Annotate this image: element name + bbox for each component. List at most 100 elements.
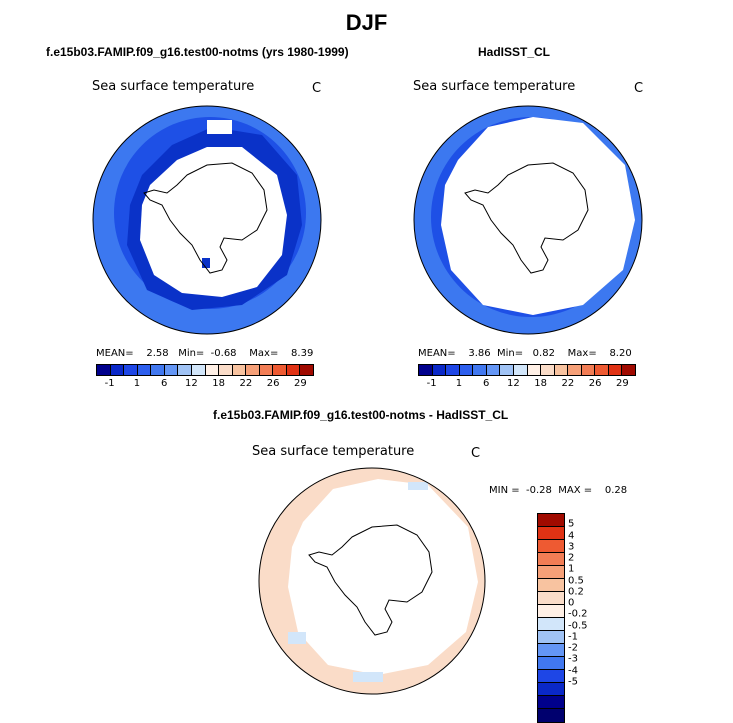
colorbar-diff-swatch	[538, 527, 564, 540]
colorbar-model-tick-label: 18	[212, 378, 225, 389]
ice-patch	[207, 120, 232, 134]
colorbar-diff	[537, 513, 565, 723]
colorbar-diff-tick-label: 0.5	[568, 575, 584, 586]
panel-title-obs: HadISST_CL	[478, 45, 551, 59]
antarctica-coastline	[143, 162, 268, 274]
polar-map-obs	[413, 105, 643, 335]
min-label: Min=	[178, 348, 205, 359]
colorbar-diff-swatch	[538, 553, 564, 566]
colorbar-obs-tick-label: 12	[507, 378, 520, 389]
stats-obs: MEAN= 3.86 Min= 0.82 Max= 8.20	[418, 348, 632, 359]
colorbar-obs	[418, 364, 636, 376]
colorbar-model-tick-label: -1	[104, 378, 115, 389]
colorbar-obs-tick-label: 1	[455, 378, 463, 389]
colorbar-obs-tick-label: -1	[426, 378, 437, 389]
panel-title-diff: f.e15b03.FAMIP.f09_g16.test00-notms - Ha…	[213, 408, 509, 422]
colorbar-diff-swatch	[538, 579, 564, 592]
field-label-model: Sea surface temperature	[92, 79, 255, 94]
colorbar-model-swatch	[232, 365, 247, 375]
mean-label: MEAN=	[96, 348, 134, 359]
colorbar-diff-swatch	[538, 644, 564, 657]
map-border	[92, 105, 322, 335]
colorbar-labels-diff: 5 4 3 2 1 0.5 0.2 0 -0.2 -0.5 -1 -2 -3 -4 -5	[568, 513, 608, 693]
ross-sea-patch	[202, 258, 210, 268]
colorbar-model-swatch	[286, 365, 301, 375]
colorbar-obs-swatch	[500, 365, 514, 375]
colorbar-diff-tick-label: -2	[568, 642, 578, 654]
polar-map-model	[92, 105, 322, 335]
min-label: Min=	[497, 348, 524, 359]
colorbar-model-tick-label: 22	[239, 378, 253, 389]
colorbar-model-swatch	[273, 365, 287, 375]
colorbar-obs-tick-label: 26	[588, 378, 602, 389]
max-label: Max=	[249, 348, 279, 359]
colorbar-obs-swatch	[541, 365, 555, 375]
ice-free-area	[441, 117, 635, 315]
colorbar-obs-swatch	[459, 365, 474, 375]
colorbar-model-swatch	[110, 365, 125, 375]
min-value: -0.28	[525, 485, 552, 496]
stats-model: MEAN= 2.58 Min= -0.68 Max= 8.39	[96, 348, 313, 359]
colorbar-diff-tick-label: 0	[568, 597, 575, 609]
panel-title-model: f.e15b03.FAMIP.f09_g16.test00-notms (yrs…	[46, 45, 349, 59]
colorbar-diff-swatch	[538, 592, 564, 605]
colorbar-model-swatch	[259, 365, 274, 375]
map-border	[413, 105, 643, 335]
colorbar-obs-swatch	[446, 365, 460, 375]
antarctica-coastline	[464, 162, 589, 274]
colorbar-obs-swatch	[527, 365, 542, 375]
colorbar-labels-obs: -1 1 6 12 18 22 26 29	[418, 378, 636, 390]
page-title: DJF	[345, 10, 388, 35]
colorbar-model-swatch	[246, 365, 260, 375]
colorbar-diff-tick-label: 3	[568, 541, 575, 553]
stats-diff: MIN = -0.28 MAX = 0.28	[489, 485, 627, 496]
antarctica-coastline	[308, 524, 433, 636]
colorbar-obs-swatch	[581, 365, 596, 375]
min-label: MIN =	[489, 485, 520, 496]
colorbar-model-tick-label: 1	[133, 378, 141, 389]
colorbar-obs-tick-label: 18	[534, 378, 547, 389]
colorbar-obs-swatch	[419, 365, 433, 375]
min-value: 0.82	[532, 348, 555, 359]
colorbar-model-swatch	[137, 365, 152, 375]
colorbar-model-tick-label: 12	[185, 378, 198, 389]
polar-map-diff	[258, 467, 486, 695]
cool-anomaly-patch	[288, 632, 306, 644]
max-label: MAX =	[558, 485, 593, 496]
ice-area	[288, 479, 478, 675]
colorbar-obs-swatch	[622, 365, 635, 375]
colorbar-diff-tick-label: -1	[568, 631, 578, 643]
colorbar-labels-model: -1 1 6 12 18 22 26 29	[96, 378, 314, 390]
unit-label-obs: C	[634, 81, 644, 96]
max-value: 8.20	[609, 348, 632, 359]
colorbar-obs-tick-label: 29	[616, 378, 629, 389]
cool-anomaly-patch	[353, 672, 383, 682]
colorbar-model-swatch	[97, 365, 111, 375]
map-border	[258, 467, 486, 695]
colorbar-diff-swatch	[538, 631, 564, 644]
colorbar-obs-swatch	[568, 365, 582, 375]
colorbar-diff-swatch	[538, 657, 564, 670]
colorbar-obs-swatch	[513, 365, 528, 375]
mean-value: 3.86	[468, 348, 491, 359]
max-label: Max=	[567, 348, 597, 359]
colorbar-model-swatch	[124, 365, 138, 375]
colorbar-model-swatch	[300, 365, 313, 375]
colorbar-diff-tick-label: 5	[568, 518, 575, 530]
colorbar-diff-tick-label: -5	[568, 676, 578, 688]
unit-label-model: C	[312, 81, 322, 96]
mean-value: 2.58	[146, 348, 169, 359]
field-label-obs: Sea surface temperature	[413, 79, 576, 94]
colorbar-diff-tick-label: -4	[568, 665, 578, 676]
colorbar-diff-tick-label: 2	[568, 552, 575, 564]
colorbar-model-tick-label: 29	[294, 378, 307, 389]
colorbar-diff-tick-label: -3	[568, 653, 578, 665]
colorbar-obs-swatch	[608, 365, 623, 375]
colorbar-diff-swatch	[538, 605, 564, 618]
colorbar-diff-tick-label: 1	[568, 563, 575, 575]
colorbar-obs-tick-label: 22	[561, 378, 575, 389]
min-value: -0.68	[210, 348, 237, 359]
colorbar-model-tick-label: 26	[266, 378, 280, 389]
colorbar-model-swatch	[205, 365, 220, 375]
colorbar-diff-tick-label: 0.2	[568, 586, 584, 598]
